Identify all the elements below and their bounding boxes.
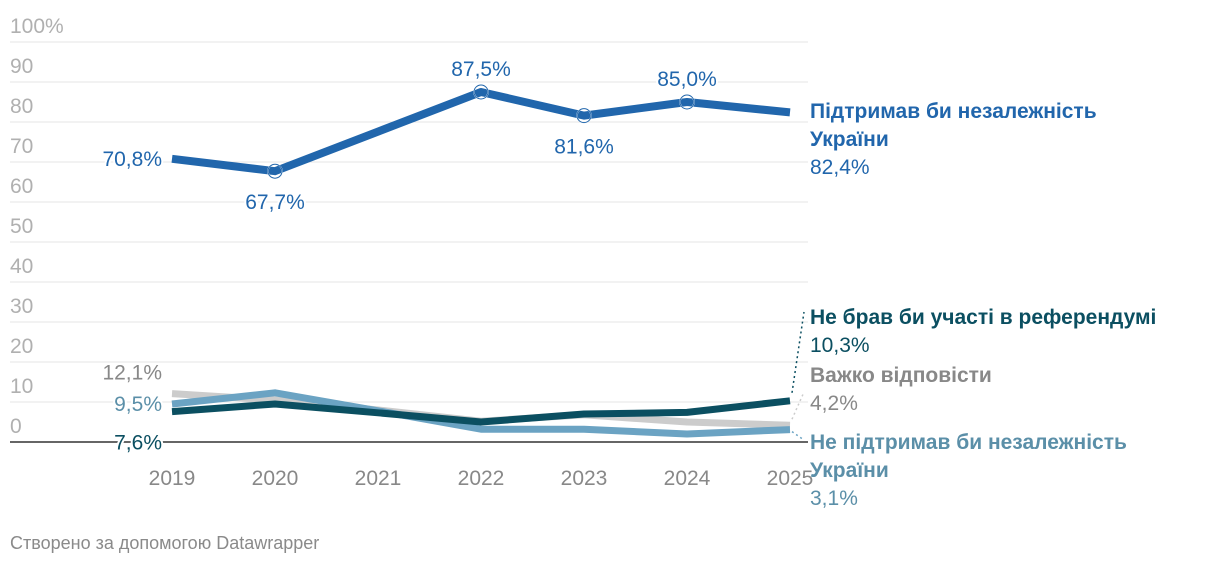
series-end-value-support: 82,4% xyxy=(810,156,870,179)
data-label: 9,5% xyxy=(114,393,162,416)
point-marker-outline xyxy=(267,163,283,179)
data-label: 7,6% xyxy=(114,432,162,455)
data-label: 85,0% xyxy=(657,68,717,91)
series-name-not_support: України xyxy=(810,459,889,482)
x-tick-label: 2022 xyxy=(458,467,505,490)
series-line-support xyxy=(171,88,791,176)
x-tick-label: 2024 xyxy=(664,467,711,490)
series-end-value-not_participate: 10,3% xyxy=(810,334,870,357)
y-tick-label: 60 xyxy=(10,175,33,198)
y-tick-label: 10 xyxy=(10,375,33,398)
leader-line xyxy=(791,430,805,441)
point-marker-outline xyxy=(473,84,489,100)
y-tick-label: 0 xyxy=(10,415,22,438)
series-name-hard: Важко відповісти xyxy=(810,364,992,387)
y-tick-label: 70 xyxy=(10,135,33,158)
leader-line xyxy=(791,391,805,420)
x-tick-label: 2019 xyxy=(149,467,196,490)
data-label: 12,1% xyxy=(102,362,162,385)
line-chart: 100% 90 80 70 60 50 40 30 20 10 0 2019 2020 2021 2022 2… xyxy=(10,15,1156,510)
x-tick-label: 2021 xyxy=(355,467,402,490)
y-tick-label: 30 xyxy=(10,295,33,318)
data-label: 87,5% xyxy=(451,58,511,81)
y-tick-label: 20 xyxy=(10,335,33,358)
data-label: 67,7% xyxy=(245,191,305,214)
y-tick-label: 100% xyxy=(10,15,64,38)
x-tick-label: 2025 xyxy=(767,467,814,490)
series-name-support: України xyxy=(810,128,889,151)
point-marker-outline xyxy=(576,108,592,124)
series-line-not_participate xyxy=(171,397,791,426)
series-name-not_participate: Не брав би участі в референдумі xyxy=(810,306,1156,329)
series-end-value-not_support: 3,1% xyxy=(810,487,858,510)
y-tick-label: 40 xyxy=(10,255,33,278)
data-label: 70,8% xyxy=(102,148,162,171)
series-name-support: Підтримав би незалежність xyxy=(810,100,1097,123)
data-label: 81,6% xyxy=(554,136,614,159)
series-line-not_support xyxy=(171,389,791,438)
x-tick-label: 2020 xyxy=(252,467,299,490)
y-tick-label: 50 xyxy=(10,215,33,238)
series-name-not_support: Не підтримав би незалежність xyxy=(810,431,1127,454)
footer-credit: Створено за допомогою Datawrapper xyxy=(10,533,320,553)
y-tick-label: 90 xyxy=(10,55,33,78)
point-marker-outline xyxy=(679,94,695,110)
y-tick-label: 80 xyxy=(10,95,33,118)
x-tick-label: 2023 xyxy=(561,467,608,490)
leader-line xyxy=(791,311,805,393)
series-end-value-hard: 4,2% xyxy=(810,392,858,415)
